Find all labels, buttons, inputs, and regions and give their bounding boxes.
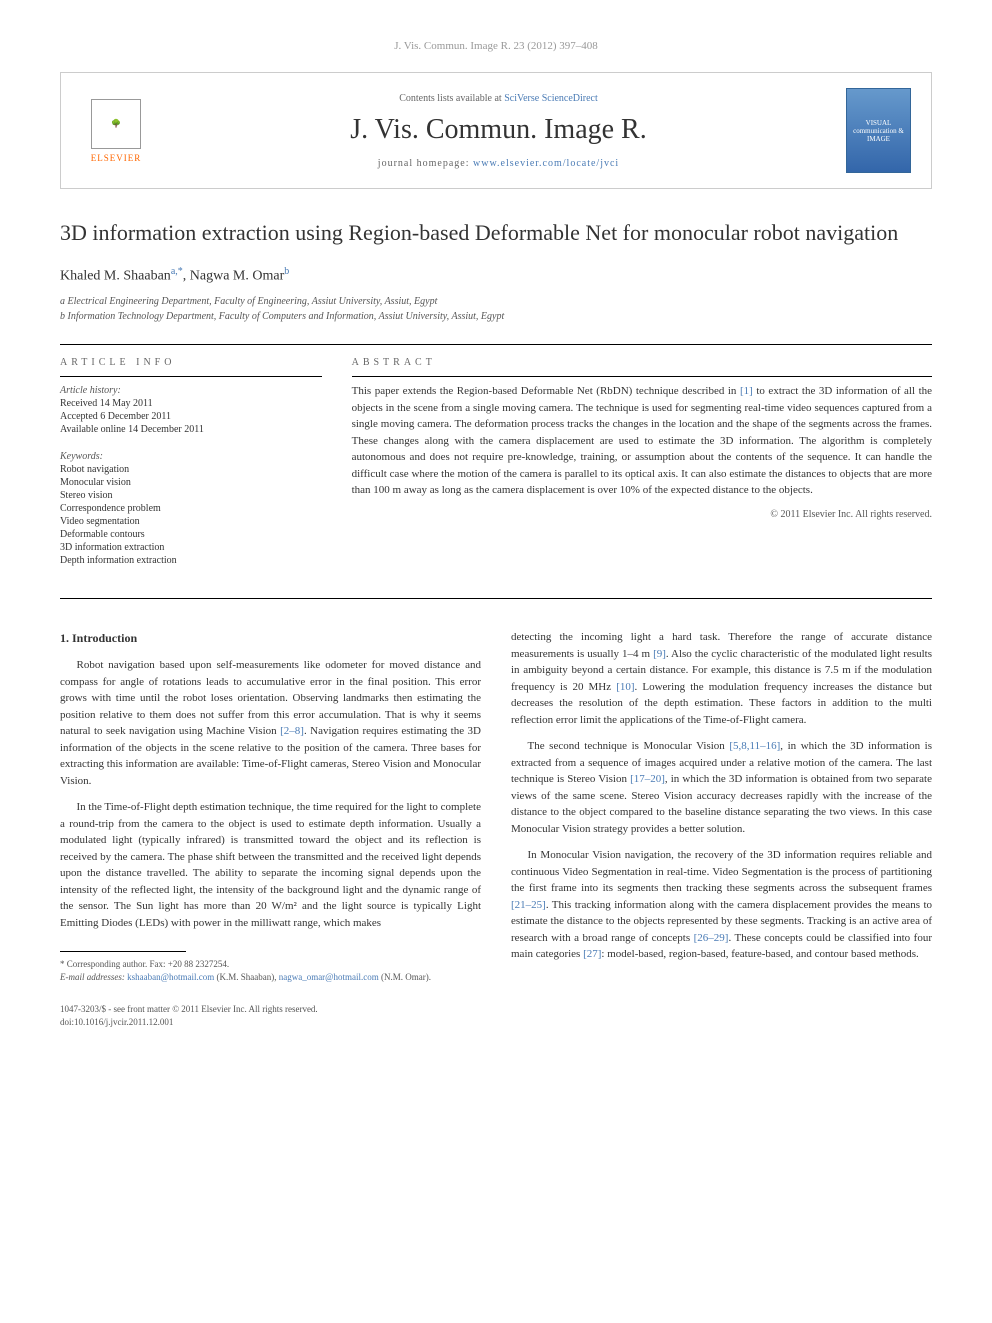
article-info-col: ARTICLE INFO Article history: Received 1… xyxy=(60,357,322,568)
homepage-link[interactable]: www.elsevier.com/locate/jvci xyxy=(473,158,619,169)
keyword-3: Correspondence problem xyxy=(60,503,322,514)
body-r-p3d: : model-based, region-based, feature-bas… xyxy=(601,948,918,960)
body-col-right: detecting the incoming light a hard task… xyxy=(511,629,932,1028)
ref-5-8-11-16[interactable]: [5,8,11–16] xyxy=(729,740,780,752)
received-line: Received 14 May 2011 xyxy=(60,398,322,409)
abstract-divider xyxy=(352,376,932,377)
keyword-4: Video segmentation xyxy=(60,516,322,527)
affiliation-a: a Electrical Engineering Department, Fac… xyxy=(60,294,932,309)
ref-27[interactable]: [27] xyxy=(583,948,601,960)
keyword-1: Monocular vision xyxy=(60,477,322,488)
abstract-col: ABSTRACT This paper extends the Region-b… xyxy=(352,357,932,568)
ref-26-29[interactable]: [26–29] xyxy=(694,932,729,944)
email-2[interactable]: nagwa_omar@hotmail.com xyxy=(279,972,379,982)
body-col-left: 1. Introduction Robot navigation based u… xyxy=(60,629,481,1028)
footer-block: 1047-3203/$ - see front matter © 2011 El… xyxy=(60,1003,481,1028)
abstract-p1b: to extract the 3D information of all the… xyxy=(352,385,932,496)
footnote-divider xyxy=(60,951,186,952)
article-title: 3D information extraction using Region-b… xyxy=(60,219,932,248)
elsevier-tree-icon: 🌳 xyxy=(91,99,141,149)
article-info-header: ARTICLE INFO xyxy=(60,357,322,368)
homepage-line: journal homepage: www.elsevier.com/locat… xyxy=(151,158,846,169)
journal-name: J. Vis. Commun. Image R. xyxy=(151,114,846,146)
elsevier-label: ELSEVIER xyxy=(91,153,142,163)
footer-line-1: 1047-3203/$ - see front matter © 2011 El… xyxy=(60,1003,481,1016)
ref-21-25[interactable]: [21–25] xyxy=(511,899,546,911)
sciencedirect-link[interactable]: SciVerse ScienceDirect xyxy=(504,93,598,104)
keywords-subhead: Keywords: xyxy=(60,451,322,462)
contents-prefix: Contents lists available at xyxy=(399,93,504,104)
keyword-7: Depth information extraction xyxy=(60,555,322,566)
history-subhead: Article history: xyxy=(60,385,322,396)
keyword-0: Robot navigation xyxy=(60,464,322,475)
abstract-text: This paper extends the Region-based Defo… xyxy=(352,383,932,499)
body-r-p3a: In Monocular Vision navigation, the reco… xyxy=(511,849,932,894)
abstract-ref-1[interactable]: [1] xyxy=(740,385,753,397)
author-sep: , xyxy=(183,268,190,283)
authors-line: Khaled M. Shaabana,*, Nagwa M. Omarb xyxy=(60,266,932,285)
author-2-sup: b xyxy=(284,266,289,277)
email-1[interactable]: kshaaban@hotmail.com xyxy=(127,972,214,982)
body-r-p1: detecting the incoming light a hard task… xyxy=(511,629,932,728)
divider-bottom xyxy=(60,598,932,599)
footnote-block: * Corresponding author. Fax: +20 88 2327… xyxy=(60,958,481,983)
banner-center: Contents lists available at SciVerse Sci… xyxy=(151,93,846,169)
accepted-line: Accepted 6 December 2011 xyxy=(60,411,322,422)
body-p1: Robot navigation based upon self-measure… xyxy=(60,657,481,789)
footnote-emails: E-mail addresses: kshaaban@hotmail.com (… xyxy=(60,971,481,984)
body-r-p2a: The second technique is Monocular Vision xyxy=(528,740,730,752)
divider-top xyxy=(60,344,932,345)
email-label: E-mail addresses: xyxy=(60,972,127,982)
body-columns: 1. Introduction Robot navigation based u… xyxy=(60,629,932,1028)
info-abstract-row: ARTICLE INFO Article history: Received 1… xyxy=(60,357,932,568)
body-r-p2: The second technique is Monocular Vision… xyxy=(511,738,932,837)
abstract-p1a: This paper extends the Region-based Defo… xyxy=(352,385,740,397)
section-1-head: 1. Introduction xyxy=(60,629,481,647)
body-p2: In the Time-of-Flight depth estimation t… xyxy=(60,799,481,931)
footer-line-2: doi:10.1016/j.jvcir.2011.12.001 xyxy=(60,1016,481,1029)
contents-line: Contents lists available at SciVerse Sci… xyxy=(151,93,846,104)
homepage-prefix: journal homepage: xyxy=(378,158,473,169)
elsevier-logo: 🌳 ELSEVIER xyxy=(81,91,151,171)
ref-9[interactable]: [9] xyxy=(653,648,666,660)
ref-2-8[interactable]: [2–8] xyxy=(280,725,304,737)
keyword-5: Deformable contours xyxy=(60,529,322,540)
keyword-2: Stereo vision xyxy=(60,490,322,501)
abstract-copyright: © 2011 Elsevier Inc. All rights reserved… xyxy=(352,509,932,520)
ref-10[interactable]: [10] xyxy=(616,681,634,693)
email-2-name: (N.M. Omar). xyxy=(379,972,431,982)
header-citation: J. Vis. Commun. Image R. 23 (2012) 397–4… xyxy=(60,40,932,52)
affiliations: a Electrical Engineering Department, Fac… xyxy=(60,294,932,324)
author-1-sup: a,* xyxy=(171,266,183,277)
info-divider xyxy=(60,376,322,377)
affiliation-b: b Information Technology Department, Fac… xyxy=(60,309,932,324)
author-1: Khaled M. Shaaban xyxy=(60,268,171,283)
journal-banner: 🌳 ELSEVIER Contents lists available at S… xyxy=(60,72,932,189)
keyword-6: 3D information extraction xyxy=(60,542,322,553)
available-line: Available online 14 December 2011 xyxy=(60,424,322,435)
footnote-corr: * Corresponding author. Fax: +20 88 2327… xyxy=(60,958,481,971)
author-2: Nagwa M. Omar xyxy=(190,268,284,283)
abstract-header: ABSTRACT xyxy=(352,357,932,368)
email-1-name: (K.M. Shaaban), xyxy=(214,972,279,982)
journal-cover-thumb: VISUAL communication & IMAGE xyxy=(846,88,911,173)
ref-17-20[interactable]: [17–20] xyxy=(630,773,665,785)
body-r-p3: In Monocular Vision navigation, the reco… xyxy=(511,847,932,963)
